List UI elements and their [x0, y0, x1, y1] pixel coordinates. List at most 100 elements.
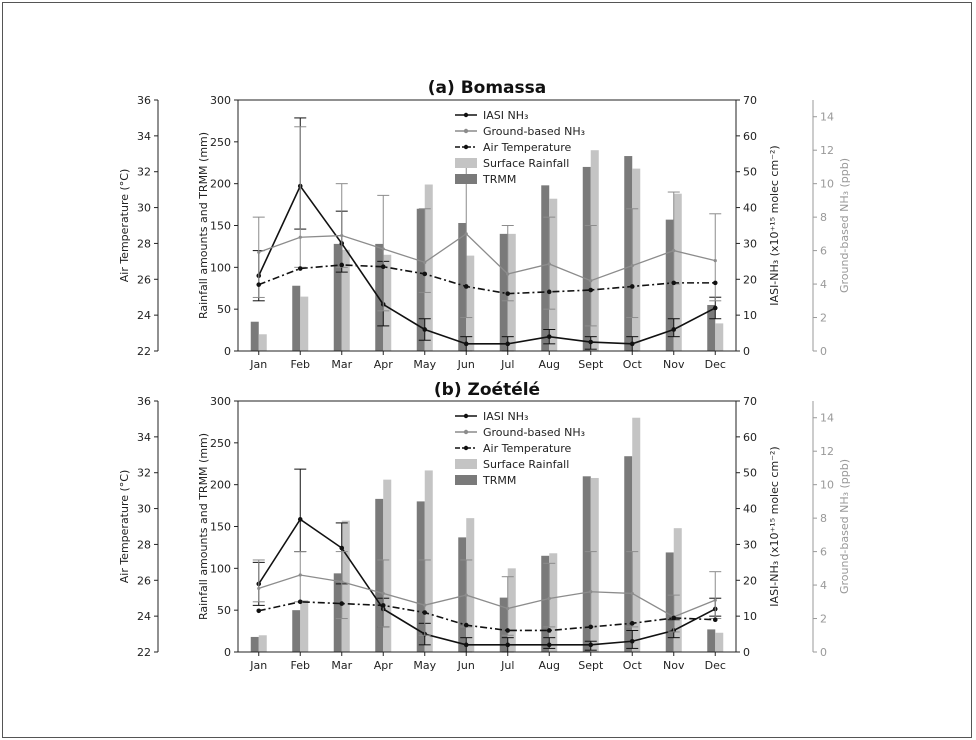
point-airtemperature [339, 601, 345, 606]
bar-trmm [707, 304, 716, 351]
iasi-tick-label: 10 [743, 610, 757, 623]
legend-label: TRMM [482, 173, 516, 186]
bar-surfacerainfall [673, 193, 682, 351]
legend-label: TRMM [482, 474, 516, 487]
legend-label: IASI NH₃ [483, 109, 528, 122]
temp-tick-label: 26 [137, 574, 151, 587]
bar-trmm [375, 498, 384, 652]
iasi-tick-label: 0 [743, 345, 750, 358]
rain-tick-label: 0 [224, 345, 231, 358]
bar-surfacerainfall [466, 518, 475, 652]
bar-trmm [665, 219, 674, 351]
point-iasinh [463, 642, 469, 648]
bar-surfacerainfall [341, 520, 350, 652]
point-airtemperature [712, 617, 718, 623]
legend-marker [463, 413, 469, 419]
rain-axis-label: Rainfall amounts and TRMM (mm) [197, 132, 210, 319]
legend-swatch [455, 459, 477, 469]
iasi-tick-label: 0 [743, 646, 750, 659]
ground-tick-label: 2 [820, 312, 827, 325]
ground-axis-label: Ground-based NH₃ (ppb) [838, 158, 851, 293]
iasi-tick-label: 30 [743, 237, 757, 250]
x-tick-label: Dec [705, 358, 726, 371]
temp-tick-label: 30 [137, 202, 151, 215]
x-tick-label: Jun [457, 358, 475, 371]
point-iasinh [629, 638, 635, 644]
point-groundbasednh [713, 259, 717, 263]
temp-tick-label: 24 [137, 610, 151, 623]
legend-label: Surface Rainfall [483, 157, 569, 170]
ground-tick-label: 2 [820, 613, 827, 626]
iasi-tick-label: 70 [743, 94, 757, 107]
point-groundbasednh [547, 596, 551, 601]
temp-tick-label: 32 [137, 166, 151, 179]
legend-marker [463, 128, 469, 134]
temp-axis-label: Air Temperature (°C) [118, 470, 131, 584]
ground-tick-label: 12 [820, 144, 834, 157]
legend-label: IASI NH₃ [483, 410, 528, 423]
point-iasinh [463, 341, 469, 347]
iasi-tick-label: 20 [743, 574, 757, 587]
point-iasinh [712, 305, 718, 311]
point-iasinh [588, 642, 594, 648]
bar-trmm [541, 555, 550, 652]
temp-tick-label: 28 [137, 538, 151, 551]
legend-marker [463, 429, 469, 435]
bar-trmm [292, 610, 301, 652]
ground-tick-label: 4 [820, 278, 827, 291]
bar-surfacerainfall [383, 254, 392, 351]
bar-trmm [582, 476, 591, 652]
iasi-tick-label: 50 [743, 166, 757, 179]
temp-tick-label: 30 [137, 503, 151, 516]
temp-tick-label: 22 [137, 345, 151, 358]
rain-tick-label: 150 [210, 220, 231, 233]
iasi-tick-label: 20 [743, 273, 757, 286]
x-tick-label: May [413, 659, 436, 672]
rain-tick-label: 50 [217, 303, 231, 316]
x-tick-label: Jul [500, 659, 514, 672]
legend-label: Ground-based NH₃ [483, 426, 585, 439]
point-groundbasednh [257, 586, 261, 591]
bar-surfacerainfall [507, 233, 516, 351]
ground-tick-label: 0 [820, 345, 827, 358]
bar-trmm [707, 629, 716, 652]
point-airtemperature [256, 608, 262, 614]
ground-tick-label: 8 [820, 211, 827, 224]
line-airtemperature [258, 600, 716, 632]
iasi-tick-label: 60 [743, 431, 757, 444]
legend-marker [463, 445, 469, 451]
line-iasinh [258, 184, 716, 345]
x-tick-label: Feb [291, 358, 310, 371]
point-groundbasednh [464, 232, 468, 236]
legend-marker [463, 144, 469, 150]
bar-trmm [582, 166, 591, 351]
legend-label: Air Temperature [483, 141, 572, 154]
point-groundbasednh [506, 272, 510, 276]
bar-trmm [624, 456, 633, 652]
ground-tick-label: 14 [820, 111, 834, 124]
x-tick-label: Apr [374, 659, 394, 672]
x-tick-label: Feb [291, 659, 310, 672]
bar-trmm [333, 243, 342, 351]
x-tick-label: Dec [705, 659, 726, 672]
bar-trmm [333, 573, 342, 652]
ground-axis-label: Ground-based NH₃ (ppb) [838, 459, 851, 594]
line-groundbasednh [258, 574, 716, 618]
temp-tick-label: 36 [137, 395, 151, 408]
bar-surfacerainfall [300, 600, 309, 652]
rain-tick-label: 250 [210, 136, 231, 149]
point-groundbasednh [672, 249, 676, 253]
point-airtemperature [422, 271, 428, 277]
bar-surfacerainfall [590, 477, 599, 652]
point-iasinh [588, 339, 594, 345]
temp-axis-label: Air Temperature (°C) [118, 169, 131, 283]
point-iasinh [297, 517, 303, 522]
ground-tick-label: 0 [820, 646, 827, 659]
x-tick-label: Nov [663, 358, 685, 371]
temp-tick-label: 28 [137, 237, 151, 250]
point-iasinh [422, 327, 428, 332]
point-airtemperature [463, 622, 469, 628]
x-tick-label: Aug [539, 659, 560, 672]
iasi-tick-label: 50 [743, 467, 757, 480]
